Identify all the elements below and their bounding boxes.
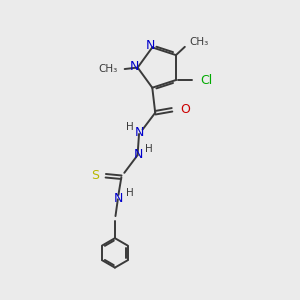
Text: H: H bbox=[126, 188, 134, 198]
Text: N: N bbox=[129, 60, 139, 73]
Text: H: H bbox=[126, 122, 134, 132]
Text: N: N bbox=[135, 126, 144, 139]
Text: N: N bbox=[146, 39, 155, 52]
Text: N: N bbox=[134, 148, 143, 161]
Text: Cl: Cl bbox=[200, 74, 212, 86]
Text: CH₃: CH₃ bbox=[190, 38, 209, 47]
Text: H: H bbox=[145, 144, 153, 154]
Text: S: S bbox=[91, 169, 99, 182]
Text: O: O bbox=[180, 103, 190, 116]
Text: CH₃: CH₃ bbox=[99, 64, 118, 74]
Text: N: N bbox=[114, 192, 123, 205]
